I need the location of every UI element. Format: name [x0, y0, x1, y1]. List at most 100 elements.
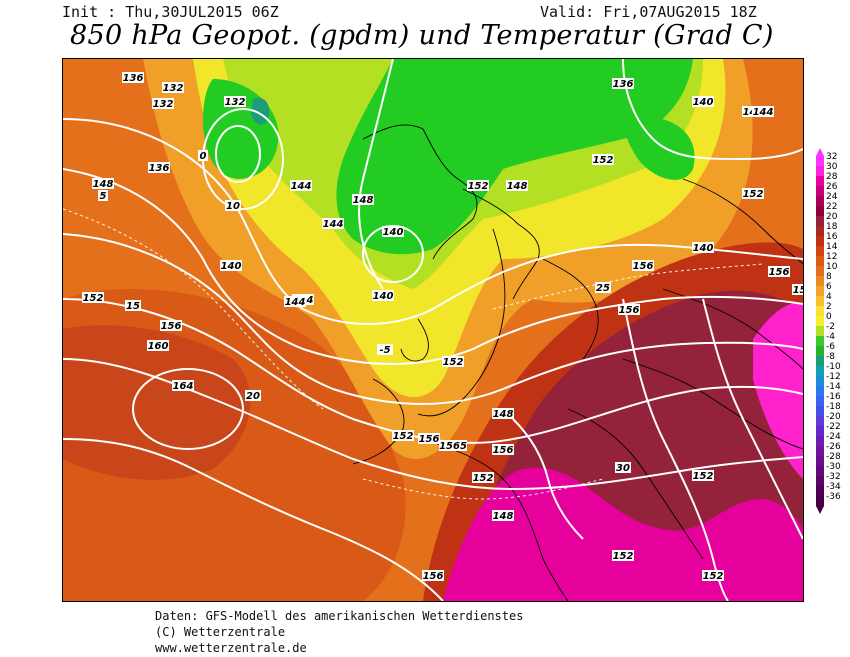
- temperature-label: 20: [246, 391, 260, 402]
- geopotential-label: 140: [373, 291, 394, 302]
- legend-tick-label: -30: [826, 462, 841, 472]
- geopotential-label: 144: [291, 181, 312, 192]
- geopotential-label: 140: [383, 227, 404, 238]
- legend-tick-label: 32: [826, 152, 837, 162]
- geopotential-label: 152: [473, 473, 494, 484]
- geopotential-label-bg: [492, 510, 514, 521]
- geopotential-label: 152: [743, 189, 764, 200]
- legend-swatch: [816, 426, 824, 437]
- geopotential-label-bg: [147, 340, 169, 351]
- geopotential-label: 156: [769, 267, 790, 278]
- legend-swatch: [816, 276, 824, 287]
- valid-time: Valid: Fri,07AUG2015 18Z: [540, 3, 757, 21]
- legend-swatch: [816, 216, 824, 227]
- legend-swatch: [816, 406, 824, 417]
- legend-swatch: [816, 326, 824, 337]
- legend-swatch: [816, 416, 824, 427]
- geopotential-label: 132: [163, 83, 184, 94]
- legend-swatch: [816, 176, 824, 187]
- legend-tick-label: 20: [826, 212, 838, 222]
- geopotential-label: 152: [703, 571, 724, 582]
- geopotential-label: 156: [419, 434, 440, 445]
- legend-swatch: [816, 456, 824, 467]
- geopotential-label: 148: [353, 195, 374, 206]
- data-source-credit: Daten: GFS-Modell des amerikanischen Wet…: [155, 609, 524, 623]
- geopotential-label: 152: [83, 293, 104, 304]
- legend-arrow-bottom: [816, 506, 824, 514]
- legend-swatch: [816, 206, 824, 217]
- legend-tick-label: -22: [826, 422, 841, 432]
- legend-tick-label: -28: [826, 452, 841, 462]
- geopotential-label-bg: [172, 380, 194, 391]
- geopotential-label-bg: [382, 226, 404, 237]
- geopotential-label-bg: [692, 470, 714, 481]
- legend-tick-label: -12: [826, 372, 841, 382]
- legend-swatch: [816, 226, 824, 237]
- legend-swatch: [816, 356, 824, 367]
- geopotential-label-bg: [224, 96, 246, 107]
- geopotential-label: 152: [613, 551, 634, 562]
- legend-swatch: [816, 246, 824, 257]
- legend-tick-label: 18: [826, 222, 838, 232]
- legend-tick-label: -32: [826, 472, 841, 482]
- geopotential-label-bg: [148, 162, 170, 173]
- geopotential-label: 140: [693, 243, 714, 254]
- legend-tick-label: 16: [826, 232, 838, 242]
- temperature-label: -5: [379, 345, 390, 356]
- geopotential-label-bg: [122, 72, 144, 83]
- legend-tick-label: 8: [826, 272, 832, 282]
- legend-tick-label: -16: [826, 392, 841, 402]
- legend-tick-label: 14: [826, 242, 838, 252]
- legend-tick-label: 2: [826, 302, 832, 312]
- color-legend: 32302826242220181614121086420-2-4-6-8-10…: [816, 148, 841, 514]
- legend-tick-label: 24: [826, 192, 838, 202]
- temperature-label: 15: [126, 301, 140, 312]
- geopotential-label-bg: [152, 98, 174, 109]
- geopotential-label: 136: [613, 79, 634, 90]
- legend-tick-label: -20: [826, 412, 841, 422]
- geopotential-label: 156: [793, 285, 804, 296]
- legend-tick-label: -26: [826, 442, 841, 452]
- legend-swatch: [816, 496, 824, 507]
- geopotential-label: 132: [153, 99, 174, 110]
- geopotential-label: 156: [493, 445, 514, 456]
- weather-map: 136 132 132 144 148 140 152 156 160 164 140 144 152 1…: [62, 58, 804, 602]
- legend-swatch: [816, 476, 824, 487]
- legend-tick-label: 10: [826, 262, 838, 272]
- legend-tick-label: -8: [826, 352, 835, 362]
- temperature-label: 30: [616, 463, 630, 474]
- geopotential-label-bg: [492, 444, 514, 455]
- geopotential-label: 140: [693, 97, 714, 108]
- copyright-credit: (C) Wetterzentrale: [155, 625, 286, 639]
- legend-swatch: [816, 366, 824, 377]
- temperature-label-bg: [125, 300, 141, 311]
- geopotential-label-bg: [352, 194, 374, 205]
- legend-tick-label: -34: [826, 482, 841, 492]
- legend-tick-label: -6: [826, 342, 835, 352]
- legend-swatch: [816, 266, 824, 277]
- legend-tick-label: -2: [826, 322, 835, 332]
- legend-tick-label: 0: [826, 312, 832, 322]
- geopotential-label-bg: [592, 154, 614, 165]
- legend-swatch: [816, 466, 824, 477]
- geopotential-label: 1565: [439, 441, 467, 452]
- legend-swatch: [816, 156, 824, 167]
- geopotential-label-bg: [752, 106, 774, 117]
- temperature-label-bg: [98, 190, 108, 201]
- geopotential-label: 152: [468, 181, 489, 192]
- geopotential-label-bg: [692, 96, 714, 107]
- temperature-label-bg: [245, 390, 261, 401]
- legend-tick-label: 6: [826, 282, 832, 292]
- temperature-label: 0: [200, 151, 207, 162]
- legend-swatch: [816, 486, 824, 497]
- geopotential-label: 156: [423, 571, 444, 582]
- legend-swatch: [816, 196, 824, 207]
- legend-tick-label: 30: [826, 162, 838, 172]
- geopotential-label-bg: [220, 260, 242, 271]
- geopotential-label-bg: [632, 260, 654, 271]
- geopotential-label-bg: [618, 304, 640, 315]
- legend-tick-label: 4: [826, 292, 832, 302]
- geopotential-label-bg: [284, 296, 306, 307]
- geopotential-label-bg: [792, 284, 803, 295]
- geopotential-label-bg: [418, 433, 440, 444]
